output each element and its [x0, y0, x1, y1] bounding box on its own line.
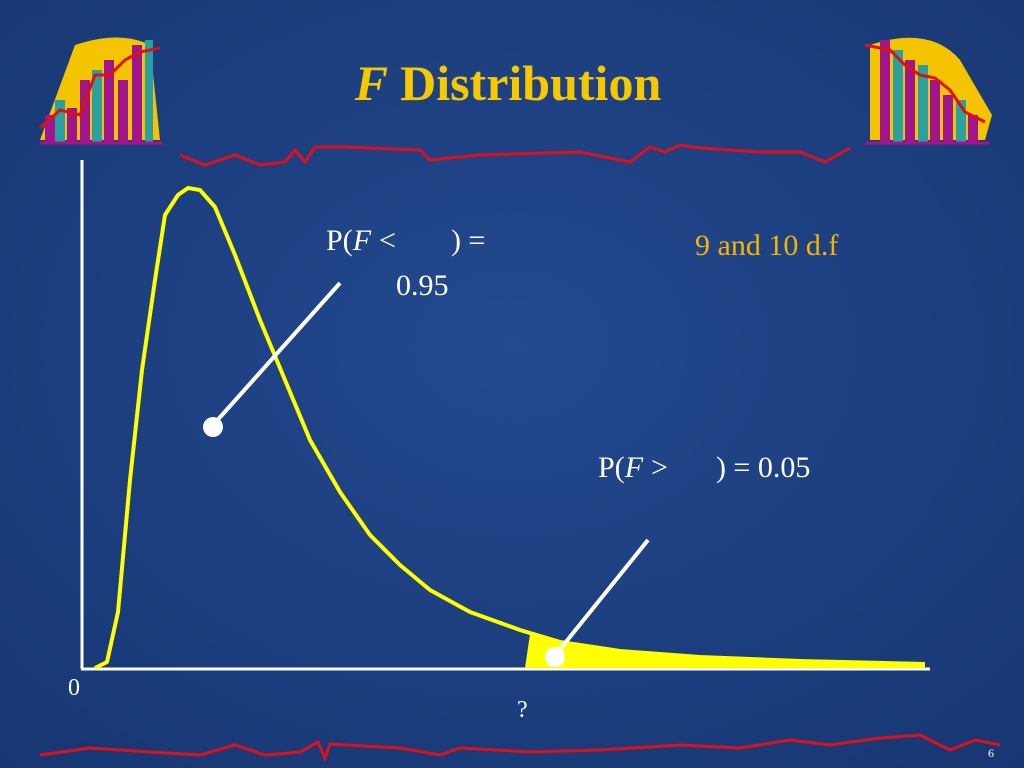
upper-label: P(F > ) = 0.05: [598, 451, 810, 484]
title-italic: F: [354, 55, 388, 111]
pointer-dot: [203, 417, 223, 437]
origin-label: 0: [68, 675, 80, 701]
tail-area: [525, 634, 925, 668]
icon-left: [38, 37, 162, 145]
upper-operator: >: [651, 451, 668, 484]
pointer-dot: [545, 647, 565, 667]
density-curve: [94, 186, 926, 670]
lower-operator: <: [379, 224, 396, 257]
divider-bottom: [39, 733, 1001, 763]
pointer-line: [212, 281, 342, 426]
lower-value: 0.95: [396, 269, 449, 302]
title: F Distribution: [354, 55, 662, 111]
page-number: 6: [988, 746, 994, 760]
divider-top: [179, 143, 851, 167]
lower-prefix: P(: [326, 224, 353, 257]
lower-label: P(F < ) =: [326, 224, 485, 257]
df-label: 9 and 10 d.f: [695, 229, 838, 262]
upper-prefix: P(: [598, 451, 625, 484]
upper-variable: F: [624, 451, 644, 484]
pointer-line: [555, 538, 650, 655]
icon-right: [864, 37, 992, 145]
upper-suffix: ) = 0.05: [716, 451, 810, 484]
lower-suffix: ) =: [451, 224, 485, 257]
title-text: Distribution: [400, 55, 661, 111]
lower-variable: F: [352, 224, 372, 257]
critical-label: ?: [517, 697, 528, 723]
